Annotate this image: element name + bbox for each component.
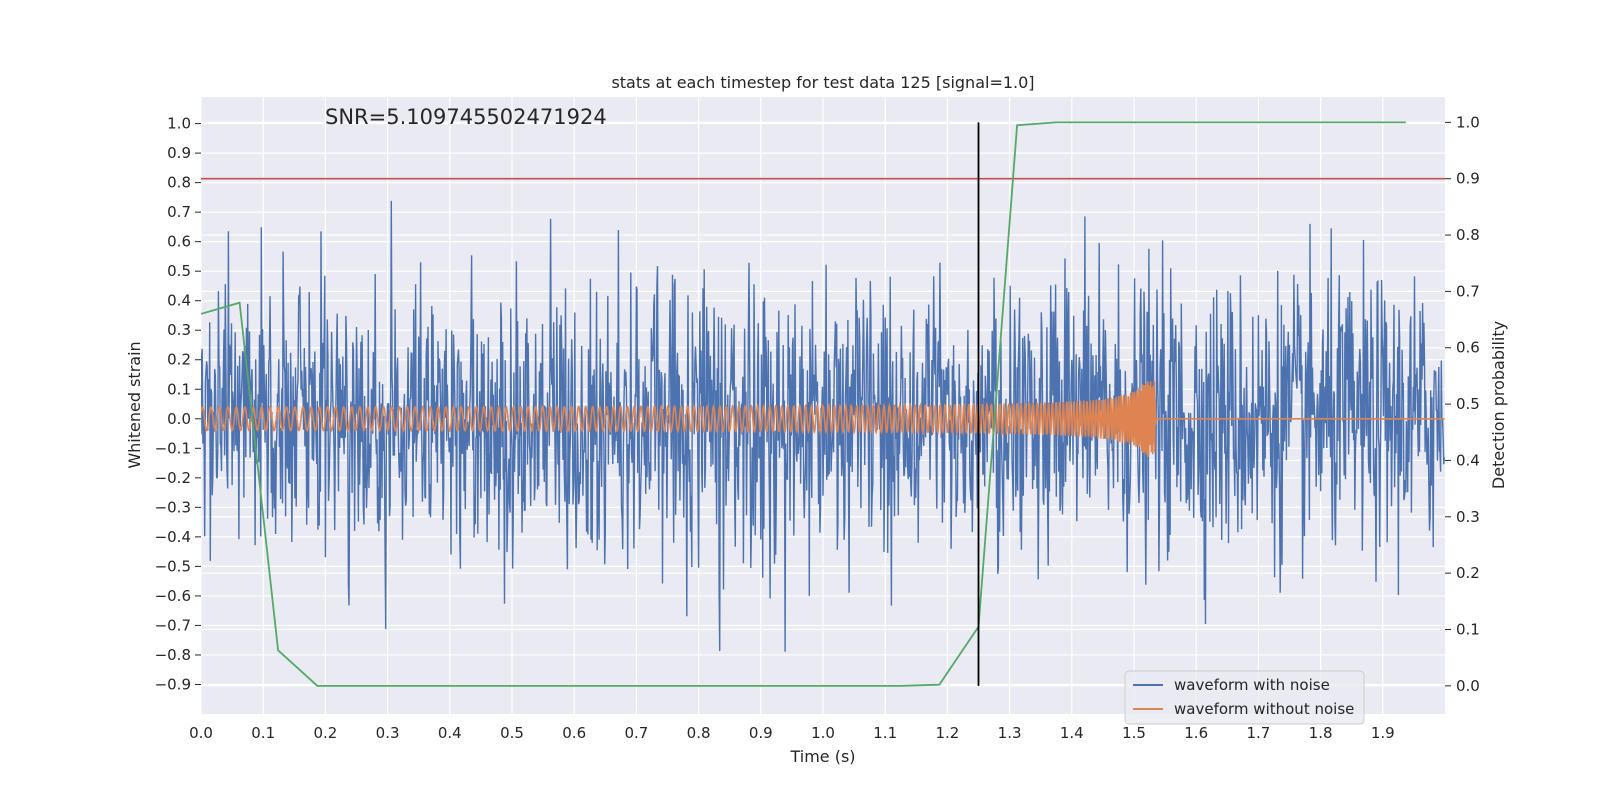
x-tick-label: 0.7 <box>624 724 648 742</box>
y-tick-label: −0.9 <box>155 675 191 693</box>
x-tick-label: 1.6 <box>1184 724 1208 742</box>
y2-tick-label: 0.1 <box>1456 620 1480 638</box>
y2-tick-label: 0.0 <box>1456 677 1480 695</box>
x-tick-label: 1.9 <box>1371 724 1395 742</box>
x-tick-label: 1.5 <box>1122 724 1146 742</box>
y-tick-label: 0.0 <box>167 410 191 428</box>
x-tick-label: 1.3 <box>998 724 1022 742</box>
y-tick-label: 0.2 <box>167 351 191 369</box>
y-tick-label: 0.3 <box>167 321 191 339</box>
x-tick-label: 0.2 <box>313 724 337 742</box>
y-tick-label: 0.5 <box>167 262 191 280</box>
y-tick-label: −0.1 <box>155 439 191 457</box>
x-tick-label: 0.0 <box>189 724 213 742</box>
snr-annotation: SNR=5.109745502471924 <box>325 105 607 129</box>
plot-content <box>201 121 1445 687</box>
y2-axis-label: Detection probability <box>1489 321 1508 489</box>
x-tick-label: 0.4 <box>438 724 462 742</box>
y-tick-label: 0.8 <box>167 174 191 192</box>
y-tick-label: 0.6 <box>167 233 191 251</box>
y-tick-label: −0.6 <box>155 587 191 605</box>
y-tick-label: −0.5 <box>155 557 191 575</box>
x-tick-label: 1.0 <box>811 724 835 742</box>
legend-label-clean: waveform without noise <box>1174 700 1354 718</box>
y2-tick-label: 0.3 <box>1456 508 1480 526</box>
y-tick-label: −0.8 <box>155 646 191 664</box>
legend-label-noise: waveform with noise <box>1174 676 1330 694</box>
x-tick-label: 0.3 <box>376 724 400 742</box>
x-tick-label: 1.7 <box>1246 724 1270 742</box>
x-tick-label: 1.2 <box>935 724 959 742</box>
x-axis: 0.0 0.1 0.2 0.3 0.4 0.5 0.6 0.7 0.8 0.9 1.0 1.1 1.2 1… <box>189 724 1395 742</box>
y-axis-label: Whitened strain <box>125 341 144 468</box>
series-detection-probability <box>201 121 1406 687</box>
y-tick-label: −0.2 <box>155 469 191 487</box>
x-tick-label: 1.4 <box>1060 724 1084 742</box>
x-tick-label: 0.8 <box>687 724 711 742</box>
y2-tick-label: 0.5 <box>1456 395 1480 413</box>
series-waveform-with-noise <box>201 200 1445 652</box>
series-waveform-without-noise <box>201 380 1445 457</box>
legend-box <box>1124 670 1365 725</box>
y-tick-label: 0.4 <box>167 292 191 310</box>
x-axis-label: Time (s) <box>789 747 855 766</box>
y-axis-right: 1.0 0.9 0.8 0.7 0.6 0.5 0.4 0.3 0.2 0.1 0.0 <box>1445 113 1480 695</box>
x-tick-label: 1.1 <box>873 724 897 742</box>
y-tick-label: 0.7 <box>167 203 191 221</box>
x-tick-label: 1.8 <box>1309 724 1333 742</box>
y2-tick-label: 0.4 <box>1456 451 1480 469</box>
y2-tick-label: 0.8 <box>1456 226 1480 244</box>
y-tick-label: −0.3 <box>155 498 191 516</box>
legend: waveform with noise waveform without noi… <box>1124 670 1365 725</box>
x-tick-label: 0.1 <box>251 724 275 742</box>
y-axis-left: 1.0 0.9 0.8 0.7 0.6 0.5 0.4 0.3 0.2 0.1 0.0 −0.1 −0.… <box>155 115 201 693</box>
chart-title: stats at each timestep for test data 125… <box>611 73 1034 92</box>
y-tick-label: 0.9 <box>167 144 191 162</box>
y2-tick-label: 0.9 <box>1456 170 1480 188</box>
x-tick-label: 0.6 <box>562 724 586 742</box>
y2-tick-label: 0.6 <box>1456 339 1480 357</box>
x-tick-label: 0.5 <box>500 724 524 742</box>
y-tick-label: −0.7 <box>155 616 191 634</box>
y2-tick-label: 0.2 <box>1456 564 1480 582</box>
y-tick-label: 0.1 <box>167 380 191 398</box>
y-tick-label: 1.0 <box>167 115 191 133</box>
y2-tick-label: 0.7 <box>1456 282 1480 300</box>
y2-tick-label: 1.0 <box>1456 113 1480 131</box>
x-tick-label: 0.9 <box>749 724 773 742</box>
y-tick-label: −0.4 <box>155 528 191 546</box>
